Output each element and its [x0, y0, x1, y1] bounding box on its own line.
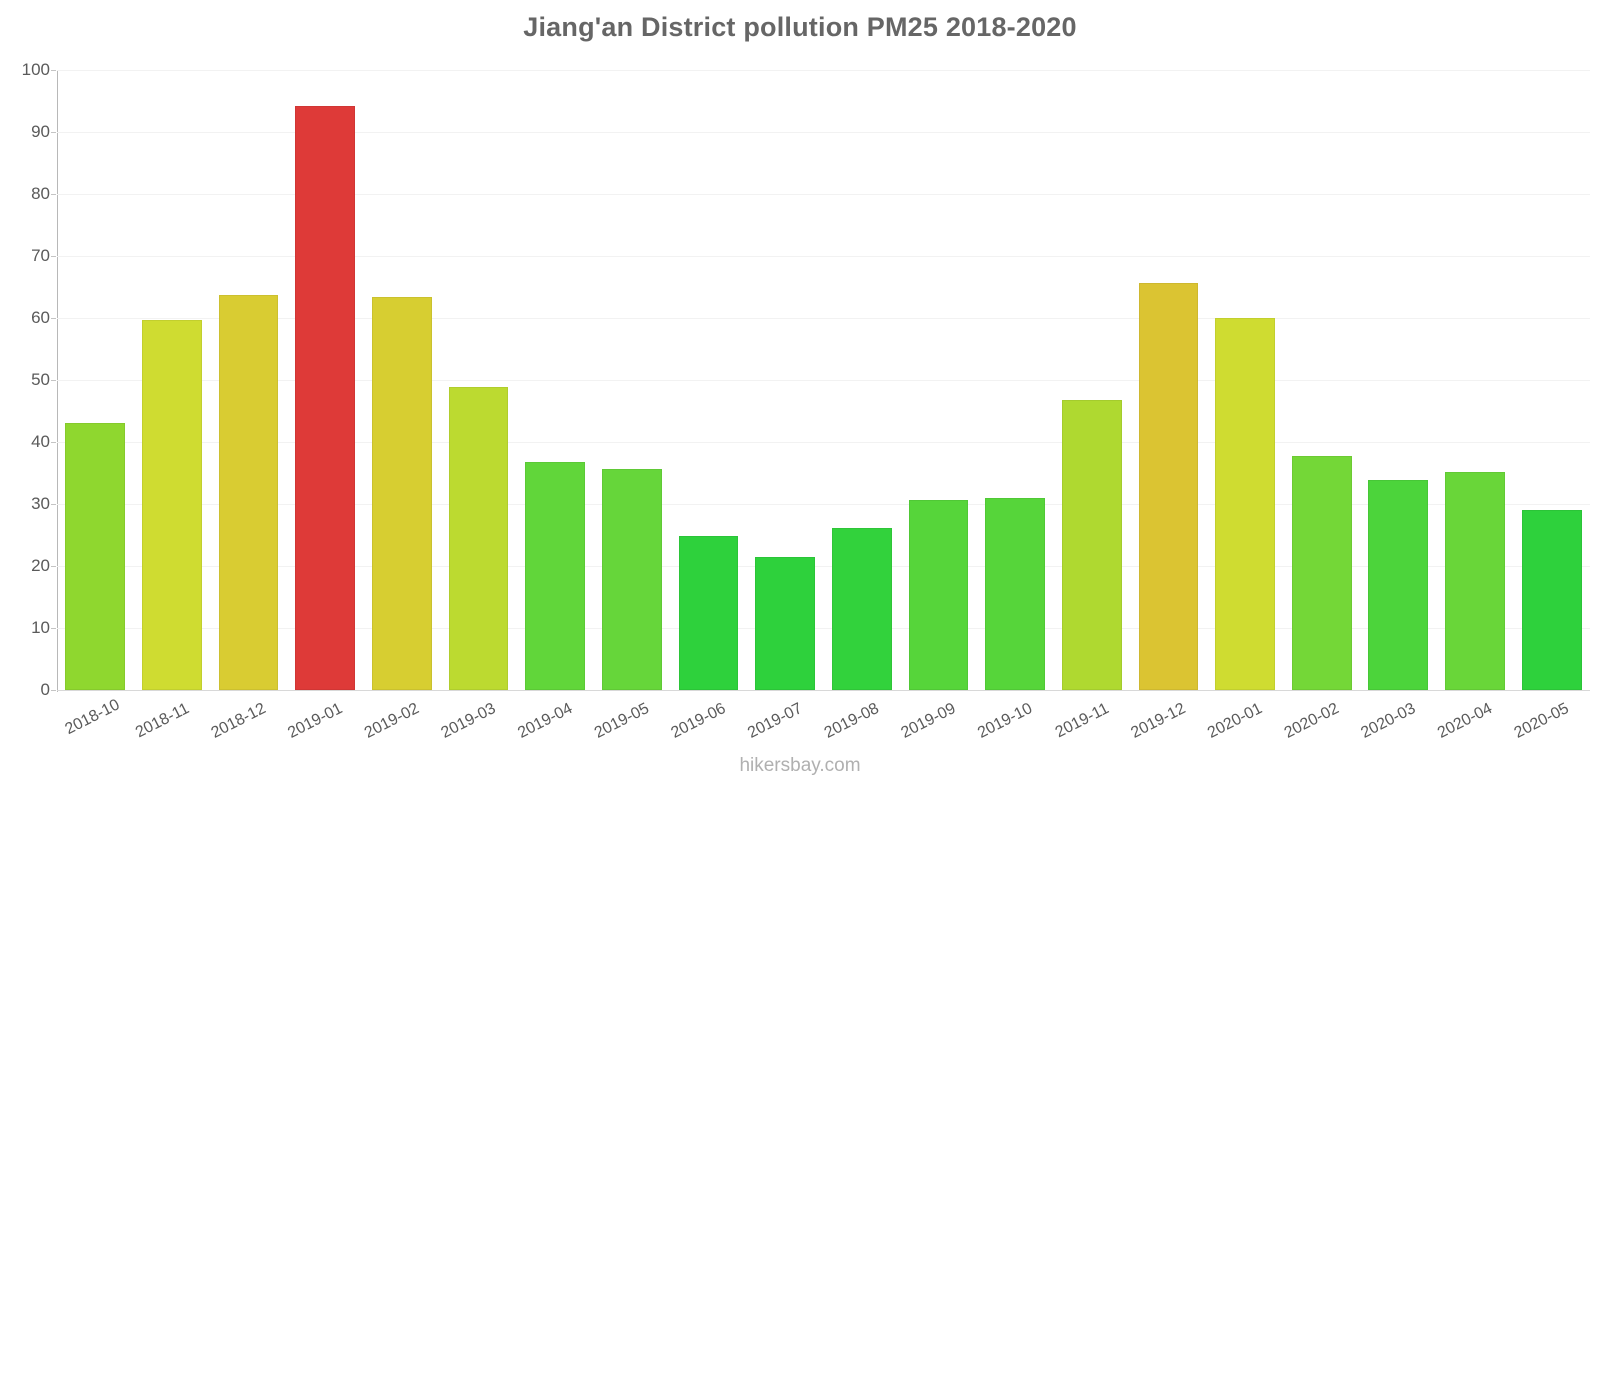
x-axis-line: [57, 690, 1590, 691]
bar[interactable]: [678, 535, 739, 690]
plot-area: [57, 70, 1590, 690]
y-axis-tick-mark: [51, 132, 56, 133]
bar[interactable]: [1291, 456, 1352, 690]
bar[interactable]: [1445, 471, 1505, 690]
bar[interactable]: [755, 556, 816, 690]
chart-container: Jiang'an District pollution PM25 2018-20…: [0, 12, 1590, 776]
y-axis-tick-label: 20: [31, 556, 50, 575]
bar-slot: [747, 70, 824, 690]
y-axis-line: [57, 70, 58, 692]
y-axis-tick-label: 50: [31, 370, 50, 389]
bar[interactable]: [65, 423, 126, 690]
bar-slot: [517, 70, 594, 690]
bar-slot: [134, 70, 211, 690]
bar-slot: [440, 70, 517, 690]
bar[interactable]: [1215, 318, 1275, 690]
bar-slot: [900, 70, 977, 690]
y-axis-tick-mark: [51, 70, 56, 71]
bar-slot: [210, 70, 287, 690]
bar-slot: [287, 70, 364, 690]
bar-slot: [1437, 70, 1514, 690]
y-axis-labels: 0 10 20 30 40 50 60 70 80 90 100: [0, 60, 56, 699]
y-axis-tick-label: 60: [31, 308, 50, 327]
y-axis-tick-mark: [51, 690, 56, 691]
bar[interactable]: [372, 296, 432, 690]
bar[interactable]: [985, 498, 1045, 690]
bar-slot: [1130, 70, 1207, 690]
y-axis-tick-label: 10: [31, 618, 50, 637]
bar-slot: [670, 70, 747, 690]
bar-slot: [1283, 70, 1360, 690]
bar-slot: [1207, 70, 1284, 690]
bar-series: [57, 70, 1590, 690]
bar-slot: [594, 70, 671, 690]
bar-slot: [1513, 70, 1590, 690]
y-axis-tick-label: 90: [31, 122, 50, 141]
bar[interactable]: [295, 105, 356, 690]
y-axis-tick-mark: [51, 256, 56, 257]
bar[interactable]: [1061, 400, 1122, 690]
y-axis-tick-label: 70: [31, 246, 50, 265]
y-axis-tick-label: 40: [31, 432, 50, 451]
y-axis-tick-label: 0: [40, 680, 50, 699]
y-axis-tick-mark: [51, 380, 56, 381]
bar[interactable]: [831, 527, 892, 690]
bar[interactable]: [1138, 283, 1199, 690]
y-axis-tick-label: 100: [21, 60, 50, 79]
bar-slot: [1053, 70, 1130, 690]
y-axis-tick-mark: [51, 194, 56, 195]
bar-slot: [364, 70, 441, 690]
y-axis-tick-mark: [51, 504, 56, 505]
bar[interactable]: [525, 462, 586, 690]
bar-slot: [57, 70, 134, 690]
bar[interactable]: [908, 499, 969, 690]
bar[interactable]: [142, 320, 202, 690]
y-axis-tick-mark: [51, 442, 56, 443]
chart-title: Jiang'an District pollution PM25 2018-20…: [523, 12, 1077, 42]
footer-credit: hikersbay.com: [739, 755, 861, 776]
bar[interactable]: [218, 295, 279, 690]
y-axis-tick-mark: [51, 318, 56, 319]
x-axis-tick-label: 2018-10: [62, 696, 123, 739]
y-axis-tick-label: 80: [31, 184, 50, 203]
y-axis-tick-mark: [51, 566, 56, 567]
bar[interactable]: [448, 386, 509, 690]
y-axis-tick-mark: [51, 628, 56, 629]
bar-slot: [824, 70, 901, 690]
y-axis-tick-label: 30: [31, 494, 50, 513]
bar[interactable]: [601, 468, 662, 690]
bar[interactable]: [1521, 509, 1582, 690]
bar[interactable]: [1368, 480, 1429, 690]
bar-slot: [1360, 70, 1437, 690]
bar-slot: [977, 70, 1054, 690]
